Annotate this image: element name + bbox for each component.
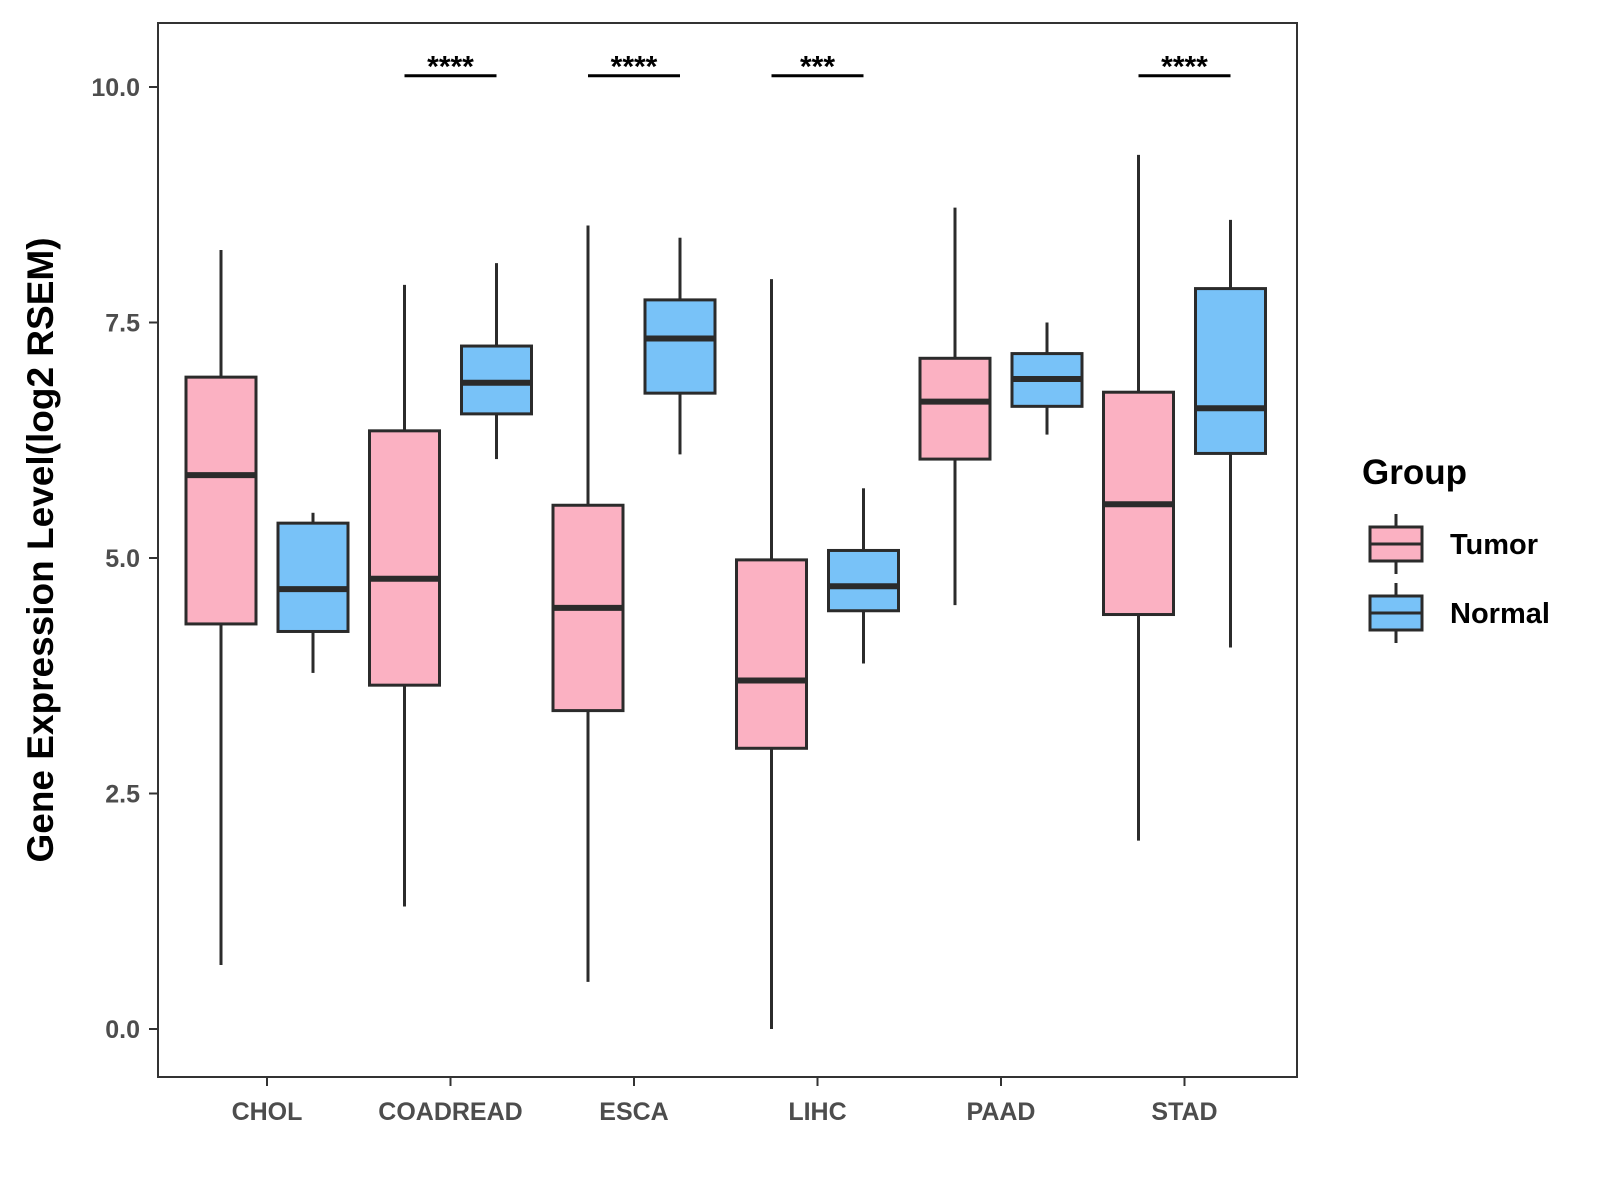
box-normal-esca — [643, 237, 717, 455]
box-tumor-chol — [184, 249, 258, 965]
y-tick-label: 2.5 — [105, 781, 140, 809]
y-tick-label: 7.5 — [105, 310, 140, 338]
significance-label: **** — [611, 51, 658, 84]
box-iqr — [184, 375, 258, 626]
x-tick-label-coadread: COADREAD — [378, 1098, 522, 1126]
y-tick-label: 0.0 — [105, 1016, 140, 1044]
box-iqr — [827, 548, 900, 613]
box-normal-coadread — [460, 263, 533, 460]
y-axis: 0.0 2.5 5.0 7.5 10.0 — [91, 74, 158, 1044]
significance-annotations: **** **** *** **** — [404, 51, 1231, 84]
legend-items: Tumor Normal — [1368, 514, 1550, 643]
legend-label-tumor: Tumor — [1450, 529, 1538, 561]
significance-label: *** — [800, 51, 835, 84]
box-iqr — [276, 521, 350, 633]
x-axis: CHOL COADREAD ESCA LIHC PAAD STAD — [232, 1077, 1218, 1126]
box-normal-lihc — [827, 488, 900, 664]
x-tick-label-stad: STAD — [1151, 1098, 1217, 1126]
boxes — [184, 154, 1267, 1029]
box-tumor-paad — [918, 207, 992, 606]
x-tick-label-esca: ESCA — [599, 1098, 668, 1126]
legend-item-normal: Normal — [1368, 583, 1550, 643]
y-tick-label: 10.0 — [91, 74, 140, 102]
x-tick-label-chol: CHOL — [232, 1098, 303, 1126]
legend: Group Tumor Normal — [1362, 453, 1550, 643]
legend-label-normal: Normal — [1450, 598, 1550, 630]
significance-stad: **** — [1138, 51, 1231, 84]
box-iqr — [643, 298, 717, 395]
significance-label: **** — [427, 51, 474, 84]
box-iqr — [368, 429, 441, 687]
box-normal-stad — [1194, 219, 1267, 648]
box-tumor-coadread — [368, 284, 441, 907]
x-tick-label-lihc: LIHC — [788, 1098, 846, 1126]
y-axis-title: Gene Expression Level(log2 RSEM) — [20, 237, 61, 862]
significance-esca: **** — [588, 51, 680, 84]
significance-label: **** — [1161, 51, 1208, 84]
box-iqr — [735, 558, 808, 750]
box-tumor-stad — [1102, 154, 1175, 841]
legend-title: Group — [1362, 453, 1467, 492]
box-normal-paad — [1010, 322, 1084, 435]
box-tumor-lihc — [735, 279, 808, 1029]
y-tick-label: 5.0 — [105, 545, 140, 573]
significance-lihc: *** — [771, 51, 864, 84]
x-tick-label-paad: PAAD — [967, 1098, 1036, 1126]
box-iqr — [1194, 287, 1267, 455]
significance-coadread: **** — [404, 51, 497, 84]
box-tumor-esca — [551, 225, 625, 982]
box-normal-chol — [276, 512, 350, 673]
legend-item-tumor: Tumor — [1368, 514, 1538, 574]
box-iqr — [918, 356, 992, 461]
